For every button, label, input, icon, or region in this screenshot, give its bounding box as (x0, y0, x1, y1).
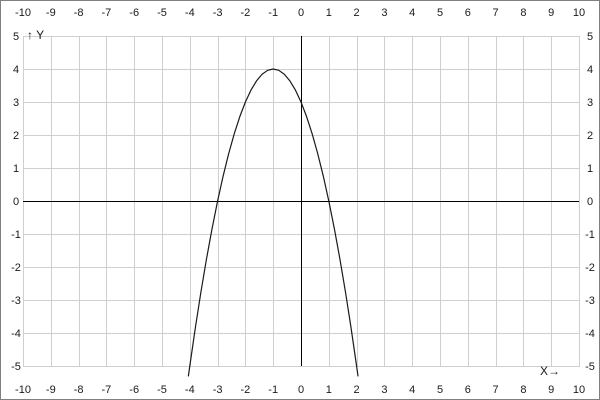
x-tick-label-top: -7 (102, 7, 112, 19)
x-tick-label-top: -10 (15, 7, 31, 19)
y-tick-label-right: -4 (585, 328, 595, 340)
x-tick-label-top: 0 (298, 7, 304, 19)
y-tick-label-right: 4 (587, 64, 593, 76)
x-tick-label-top: -6 (129, 7, 139, 19)
x-tick-label-top: -1 (268, 7, 278, 19)
y-tick-label-left: 4 (13, 64, 19, 76)
x-tick-label-bottom: 8 (520, 384, 526, 396)
x-tick-label-top: -5 (157, 7, 167, 19)
x-tick-label-top: 10 (573, 7, 585, 19)
x-tick-label-bottom: 2 (354, 384, 360, 396)
y-tick-label-right: -2 (585, 262, 595, 274)
y-tick-label-left: -2 (11, 262, 21, 274)
y-tick-label-right: 3 (587, 97, 593, 109)
x-tick-labels-top: -10 -9 -8 -7 -6 -5 -4 -3 -2 -1 0 1 2 3 4 5 6 7 8 9 10 (15, 7, 585, 19)
x-axis-label: X→ (540, 364, 560, 378)
x-tick-label-bottom: -4 (185, 384, 195, 396)
x-tick-label-bottom: 7 (493, 384, 499, 396)
parabola-curve (187, 68, 359, 377)
x-tick-label-top: 7 (493, 7, 499, 19)
x-tick-label-bottom: 5 (437, 384, 443, 396)
y-tick-label-right: -3 (585, 295, 595, 307)
x-tick-label-bottom: 0 (298, 384, 304, 396)
y-tick-label-left: 1 (13, 163, 19, 175)
x-tick-label-bottom: -2 (241, 384, 251, 396)
y-tick-label-right: 2 (587, 130, 593, 142)
x-tick-label-top: 9 (548, 7, 554, 19)
x-tick-label-top: 2 (354, 7, 360, 19)
x-tick-label-bottom: -5 (157, 384, 167, 396)
y-tick-label-left: -3 (11, 295, 21, 307)
x-tick-label-bottom: 6 (465, 384, 471, 396)
x-tick-label-top: 1 (326, 7, 332, 19)
x-tick-label-bottom: -1 (268, 384, 278, 396)
x-tick-label-top: -2 (241, 7, 251, 19)
x-tick-label-bottom: -3 (213, 384, 223, 396)
x-tick-label-top: -8 (74, 7, 84, 19)
y-tick-label-left: 3 (13, 97, 19, 109)
y-tick-label-right: 5 (587, 31, 593, 43)
x-tick-label-top: -9 (46, 7, 56, 19)
x-tick-label-bottom: 1 (326, 384, 332, 396)
x-tick-label-top: -4 (185, 7, 195, 19)
x-tick-label-top: 4 (409, 7, 415, 19)
x-tick-label-top: 3 (381, 7, 387, 19)
x-tick-label-bottom: -7 (102, 384, 112, 396)
y-tick-label-left: -5 (11, 361, 21, 373)
x-tick-label-top: -3 (213, 7, 223, 19)
y-axis-label: ↑ Y (27, 28, 44, 42)
x-tick-labels-bottom: -10 -9 -8 -7 -6 -5 -4 -3 -2 -1 0 1 2 3 4 5 6 7 8 9 10 (15, 384, 585, 396)
x-tick-label-bottom: 9 (548, 384, 554, 396)
x-tick-label-bottom: 10 (573, 384, 585, 396)
y-tick-label-left: 0 (13, 196, 19, 208)
x-tick-label-bottom: -9 (46, 384, 56, 396)
x-tick-label-top: 8 (520, 7, 526, 19)
y-tick-labels-left: 5 4 3 2 1 0 -1 -2 -3 -4 -5 (11, 31, 21, 373)
y-tick-label-right: 1 (587, 163, 593, 175)
y-tick-label-right: -5 (585, 361, 595, 373)
y-tick-label-left: 5 (13, 31, 19, 43)
x-tick-label-bottom: 3 (381, 384, 387, 396)
x-tick-label-bottom: -10 (15, 384, 31, 396)
y-tick-label-left: -4 (11, 328, 21, 340)
x-tick-label-top: 5 (437, 7, 443, 19)
x-tick-label-bottom: -8 (74, 384, 84, 396)
x-tick-label-top: 6 (465, 7, 471, 19)
x-tick-label-bottom: -6 (129, 384, 139, 396)
y-tick-label-left: -1 (11, 229, 21, 241)
y-tick-label-left: 2 (13, 130, 19, 142)
y-tick-label-right: 0 (587, 196, 593, 208)
x-tick-label-bottom: 4 (409, 384, 415, 396)
y-tick-label-right: -1 (585, 229, 595, 241)
y-tick-labels-right: 5 4 3 2 1 0 -1 -2 -3 -4 -5 (585, 31, 595, 373)
